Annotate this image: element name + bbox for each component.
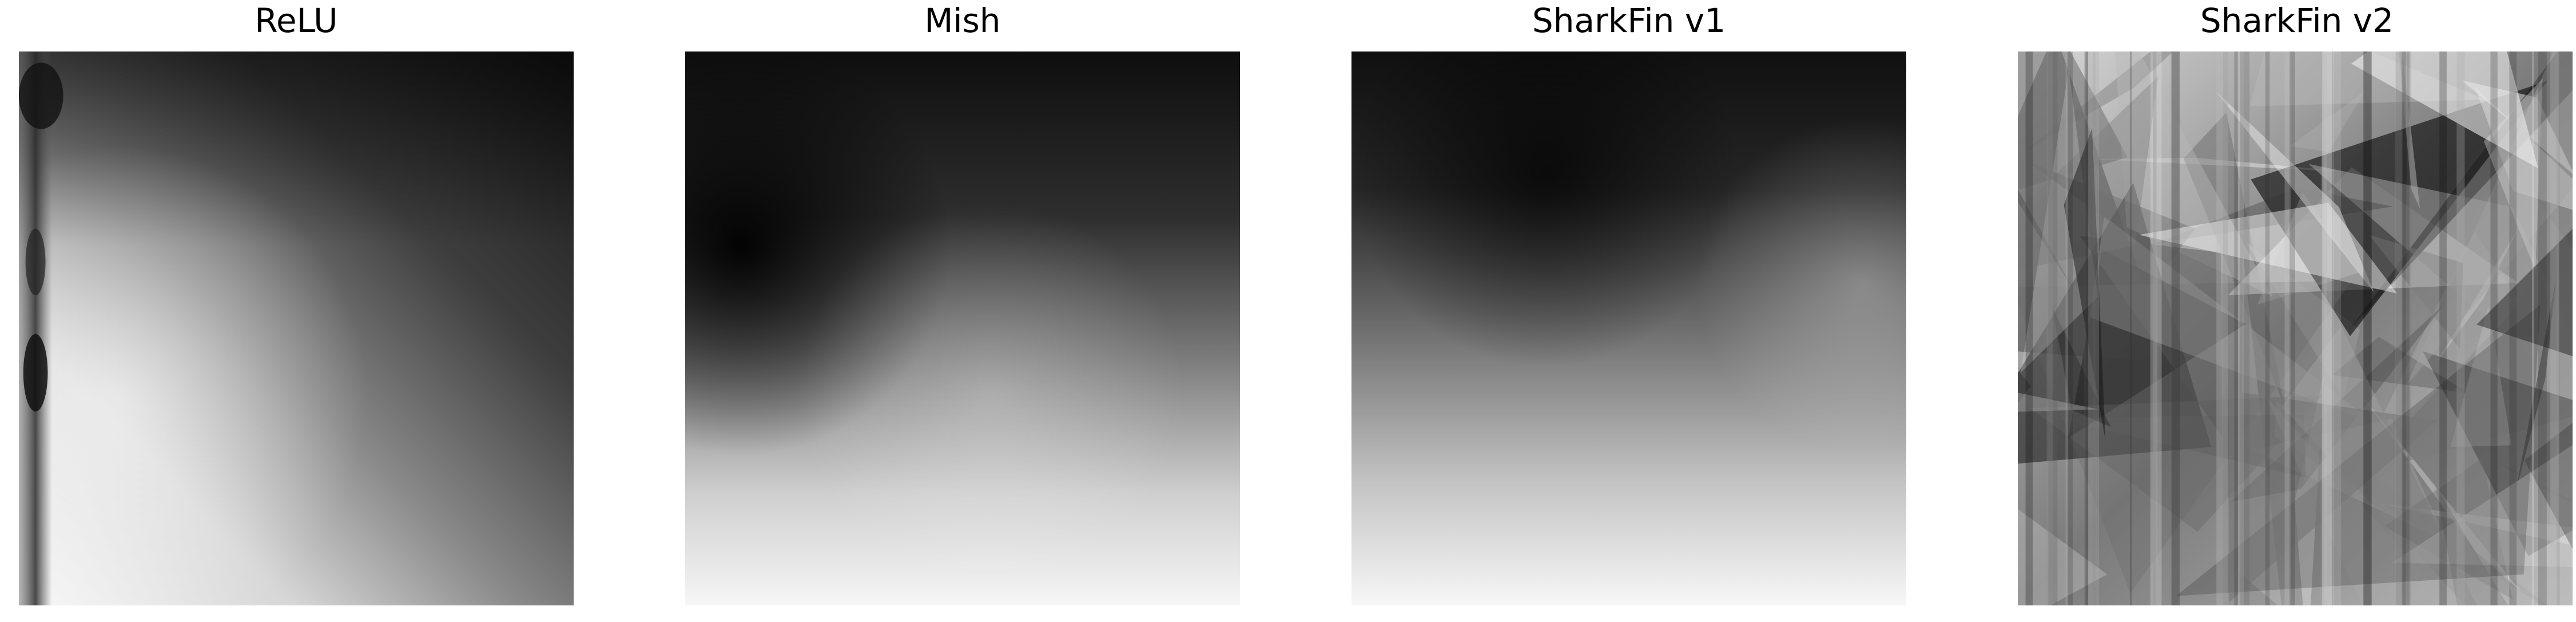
sharkfin-v2-facet [2450, 306, 2512, 447]
sharkfin-v2-stripe [2240, 51, 2250, 605]
sharkfin-v2-facet [2184, 112, 2285, 407]
sharkfin-v2-stripe [2395, 51, 2403, 605]
sharkfin-v2-stripe [2265, 51, 2270, 605]
sharkfin-v2-facet [2068, 249, 2246, 438]
sharkfin-v2-stripe [2550, 51, 2559, 605]
sharkfin-v2-facet [2018, 51, 2128, 190]
sharkfin-v2-facet [2289, 90, 2366, 152]
sharkfin-v2-facet [2018, 280, 2352, 593]
sharkfin-v2-facet [2476, 228, 2573, 356]
sharkfin-v2-stripe [2532, 51, 2534, 605]
sharkfin-v2-stripe [2150, 51, 2162, 605]
sharkfin-v2-stripe [2456, 51, 2465, 605]
sharkfin-v2-stripe [2402, 51, 2410, 605]
sharkfin-v2-facet [2399, 51, 2420, 209]
sharkfin-v2-facet [2216, 92, 2374, 293]
heatmap-sharkfin-v1 [1351, 51, 1906, 605]
chart-title-sharkfin-v2: SharkFin v2 [2200, 1, 2394, 40]
sharkfin-v2-stripe [2321, 51, 2332, 605]
sharkfin-v2-stripe [2129, 51, 2132, 605]
relu-glow [19, 51, 574, 605]
heatmap-relu [19, 51, 574, 605]
sharkfin-v2-facet [2524, 422, 2573, 549]
sharkfin-v2-stripe [2085, 51, 2088, 605]
sharkfin-v2-facet [2080, 236, 2222, 437]
sharkfin-v2-facet [2403, 235, 2573, 463]
chart-title-mish: Mish [924, 1, 1001, 40]
sharkfin-v2-facet [2369, 235, 2463, 349]
sharkfin-v2-stripe [2216, 51, 2228, 605]
sharkfin-v2-facet [2018, 393, 2098, 412]
sharkfin-v2-stripe [2238, 51, 2244, 605]
relu-left-strip [19, 51, 53, 605]
relu-dark-spot-3 [19, 62, 63, 129]
sharkfin-v2-facet [2384, 458, 2513, 600]
sharkfin-v2-stripe [2321, 51, 2327, 605]
relu-dark-spot-2 [25, 228, 46, 295]
heatmap-sharkfin-v2 [2018, 51, 2573, 605]
sharkfin-v2-facet [2028, 161, 2196, 265]
sharkfin-v2-facet [2052, 307, 2111, 427]
heatmap-mish [685, 51, 1240, 605]
sharkfin-v2-facet [2114, 51, 2273, 296]
sharkfin-v2-stripe [2490, 51, 2498, 605]
sharkfin-v2-facet [2018, 76, 2158, 270]
sharkfin-v2-stripe [2046, 51, 2053, 605]
sharkfin-v2-stripe [2509, 51, 2517, 605]
sharkfin-v1-light-region [1351, 51, 1906, 605]
sharkfin-v2-stripe [2406, 51, 2411, 605]
sharkfin-v2-stripe [2025, 51, 2033, 605]
sharkfin-v2-facet [2492, 459, 2573, 504]
sharkfin-v2-facet [2351, 51, 2538, 169]
sharkfin-v2-facet [2228, 390, 2438, 603]
sharkfin-v2-facets [2018, 51, 2573, 605]
sharkfin-v2-facet [2138, 203, 2398, 294]
sharkfin-v2-facet [2090, 216, 2375, 423]
sharkfin-v2-facet [2406, 51, 2573, 386]
sharkfin-v2-facet [2155, 188, 2393, 244]
sharkfin-v2-stripe [2092, 51, 2096, 605]
sharkfin-v2-stripe [2556, 51, 2560, 605]
mish-light-region [685, 51, 1240, 605]
sharkfin-v2-stripe [2395, 51, 2406, 605]
sharkfin-v2-stripe [2323, 51, 2334, 605]
heatmap-mish-image [685, 51, 1240, 605]
sharkfin-v2-stripe [2289, 51, 2295, 605]
sharkfin-v2-stripe [2153, 51, 2157, 605]
chart-title-sharkfin-v1: SharkFin v1 [1532, 1, 1726, 40]
heatmap-sharkfin-v2-image [2018, 51, 2573, 605]
sharkfin-v2-facet [2018, 189, 2080, 300]
sharkfin-v2-stripe [2153, 51, 2157, 605]
sharkfin-v2-facet [2257, 192, 2359, 305]
sharkfin-v2-stripe [2363, 51, 2372, 605]
chart-title-relu: ReLU [255, 1, 338, 40]
heatmap-relu-image [19, 51, 574, 605]
sharkfin-v2-stripes [2025, 51, 2560, 605]
sharkfin-v2-facet [2020, 69, 2098, 373]
sharkfin-v2-stripe [2170, 51, 2179, 605]
sharkfin-v2-facet [2423, 351, 2573, 556]
sharkfin-v2-stripe [2234, 51, 2238, 605]
sharkfin-v2-facet [2383, 504, 2573, 545]
relu-dark-spot-1 [23, 334, 48, 412]
sharkfin-v2-stripe [2332, 51, 2342, 605]
sharkfin-v2-facet [2391, 445, 2573, 567]
sharkfin-v2-facet [2018, 370, 2032, 403]
sharkfin-v2-stripe [2538, 51, 2547, 605]
sharkfin-v2-facet [2018, 509, 2108, 605]
sharkfin-v2-facet [2064, 128, 2106, 441]
sharkfin-v2-stripe [2067, 51, 2073, 605]
sharkfin-v2-stripe [2088, 51, 2100, 605]
sharkfin-v2-stripe [2048, 51, 2058, 605]
sharkfin-v2-stripe [2171, 51, 2180, 605]
sharkfin-v2-stripe [2065, 51, 2069, 605]
sharkfin-v2-stripe [2439, 51, 2447, 605]
heatmap-sharkfin-v1-image [1351, 51, 1906, 605]
sharkfin-v2-stripe [2223, 51, 2228, 605]
sharkfin-v2-stripe [2084, 51, 2089, 605]
sharkfin-v2-stripe [2284, 51, 2291, 605]
